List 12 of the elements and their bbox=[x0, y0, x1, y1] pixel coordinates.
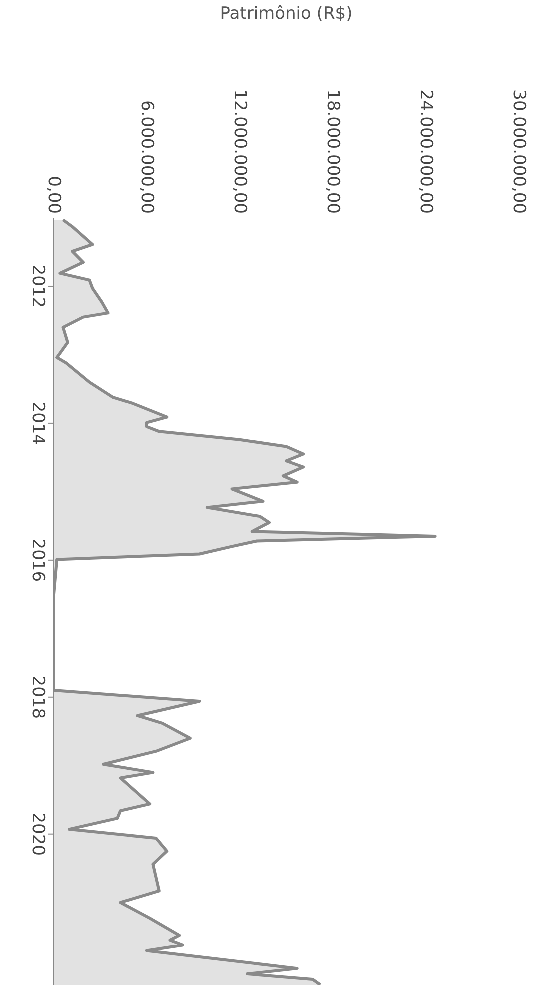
x-axis-title: Patrimônio (R$) bbox=[219, 4, 354, 24]
x-tick-label: 6.000.000,00 bbox=[137, 100, 157, 214]
x-tick-label: 24.000.000,00 bbox=[416, 90, 436, 214]
y-tick-label: 2020 bbox=[28, 812, 48, 856]
y-tick-label: 2016 bbox=[28, 538, 48, 582]
x-tick-label: 30.000.000,00 bbox=[509, 90, 529, 214]
x-tick-label: 12.000.000,00 bbox=[230, 90, 250, 214]
y-tick-label: 2014 bbox=[28, 402, 48, 446]
y-tick-label: 2012 bbox=[28, 264, 48, 308]
x-tick-label: 18.000.000,00 bbox=[323, 90, 343, 214]
x-tick-label: 0,00 bbox=[44, 176, 64, 214]
y-tick-label: 2018 bbox=[28, 676, 48, 720]
